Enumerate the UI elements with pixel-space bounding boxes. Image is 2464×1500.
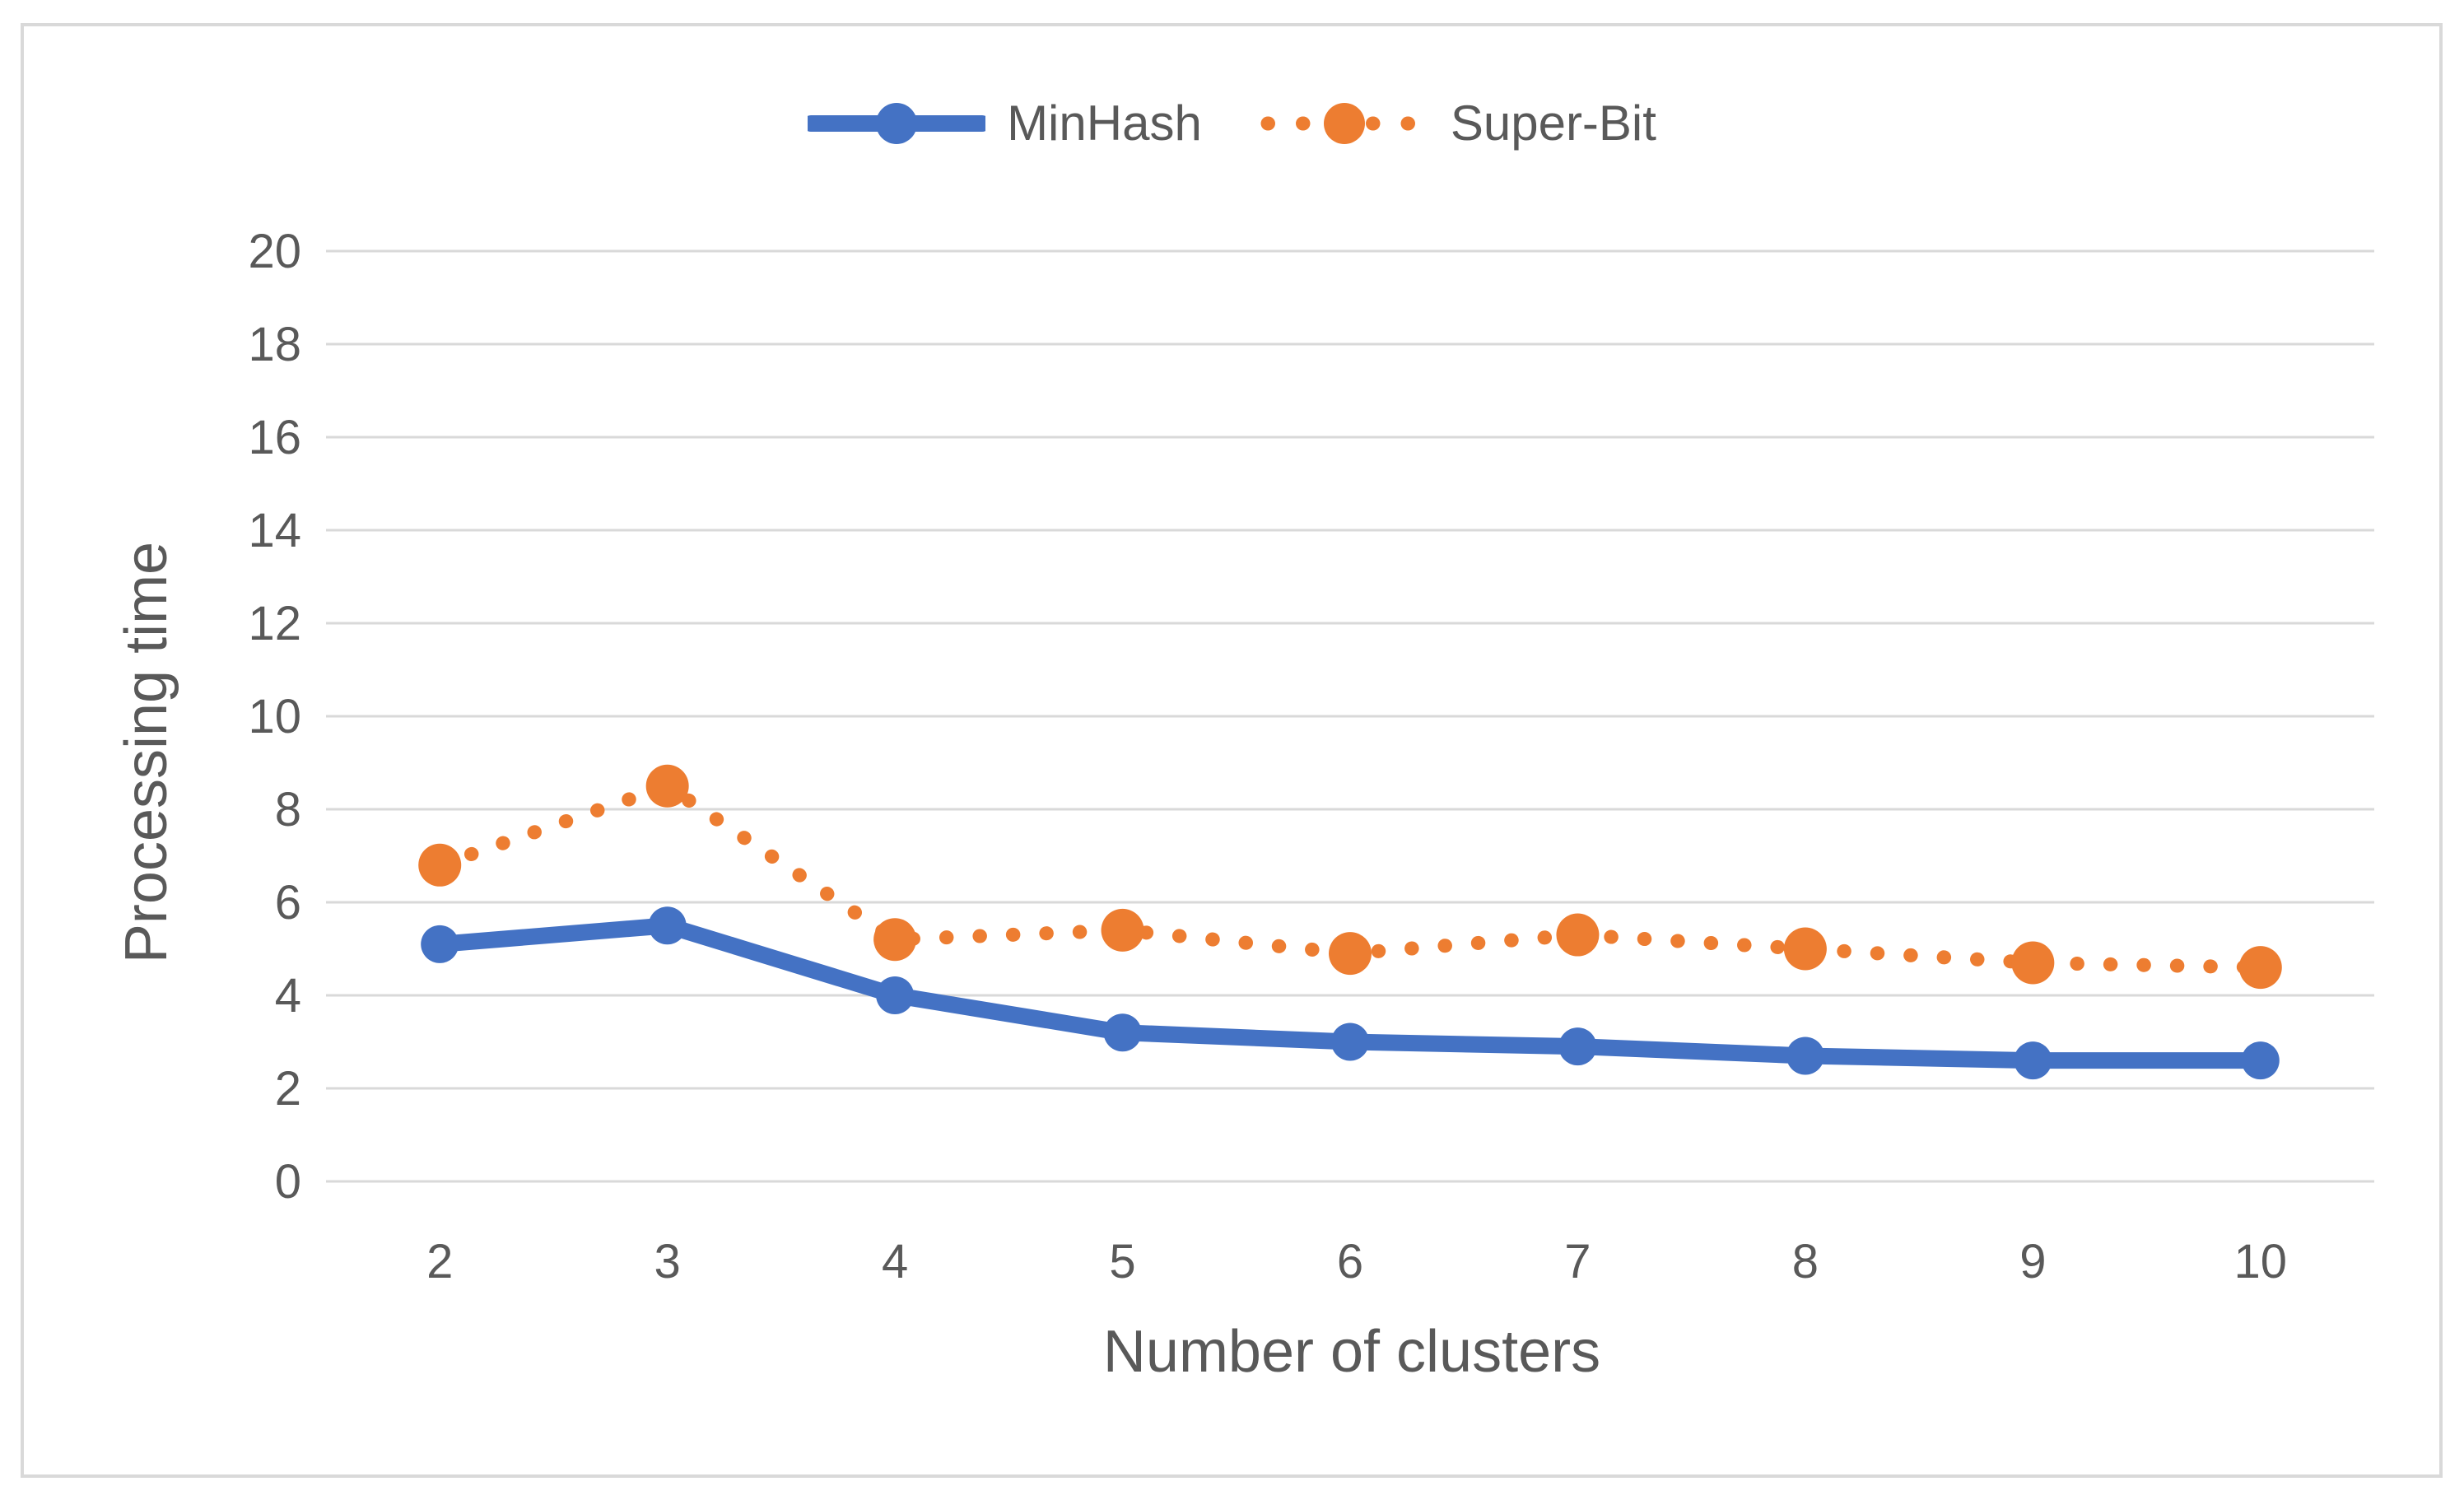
data-point-minhash <box>1331 1023 1369 1061</box>
y-tick-label: 20 <box>248 225 301 278</box>
data-point-minhash <box>1103 1013 1142 1052</box>
y-tick-label: 12 <box>248 597 301 650</box>
legend-minhash-sample <box>808 103 986 144</box>
data-point-super-bit <box>1783 927 1827 971</box>
x-tick-label: 8 <box>1792 1235 1819 1288</box>
data-point-minhash <box>1786 1036 1824 1075</box>
y-tick-label: 18 <box>248 318 301 371</box>
legend: MinHash Super-Bit <box>0 82 2464 165</box>
legend-superbit-sample <box>1260 103 1429 144</box>
x-tick-label: 7 <box>1564 1235 1591 1288</box>
y-tick-label: 8 <box>275 783 301 836</box>
y-tick-label: 2 <box>275 1062 301 1116</box>
y-tick-label: 6 <box>275 876 301 929</box>
data-point-minhash <box>2241 1041 2280 1080</box>
data-point-minhash <box>648 906 687 945</box>
legend-label-minhash: MinHash <box>1007 95 1202 151</box>
x-tick-label: 10 <box>2234 1235 2288 1288</box>
legend-label-superbit: Super-Bit <box>1450 95 1656 151</box>
x-tick-label: 5 <box>1109 1235 1135 1288</box>
legend-item-minhash: MinHash <box>808 97 1202 150</box>
data-point-super-bit <box>1556 913 1600 957</box>
data-point-super-bit <box>2011 941 2055 985</box>
x-tick-label: 6 <box>1337 1235 1363 1288</box>
data-point-super-bit <box>418 843 462 887</box>
y-tick-label: 0 <box>275 1155 301 1209</box>
y-tick-label: 16 <box>248 411 301 464</box>
y-tick-label: 10 <box>248 690 301 743</box>
data-point-super-bit <box>645 764 689 808</box>
data-point-minhash <box>2014 1041 2052 1080</box>
data-point-minhash <box>876 976 915 1014</box>
x-tick-label: 3 <box>654 1235 681 1288</box>
y-axis-title: Processing time <box>114 541 179 964</box>
data-point-super-bit <box>1329 932 1372 976</box>
y-tick-label: 14 <box>248 504 301 557</box>
x-axis-title: Number of clusters <box>1102 1319 1601 1385</box>
data-point-super-bit <box>2238 946 2282 990</box>
data-point-minhash <box>1558 1027 1597 1066</box>
y-tick-label: 4 <box>275 969 301 1023</box>
x-tick-label: 2 <box>426 1235 453 1288</box>
x-tick-label: 4 <box>882 1235 908 1288</box>
data-point-super-bit <box>1101 908 1144 952</box>
data-point-super-bit <box>873 918 917 962</box>
legend-item-superbit: Super-Bit <box>1260 97 1656 150</box>
data-point-minhash <box>421 925 459 963</box>
x-tick-label: 9 <box>2019 1235 2046 1288</box>
